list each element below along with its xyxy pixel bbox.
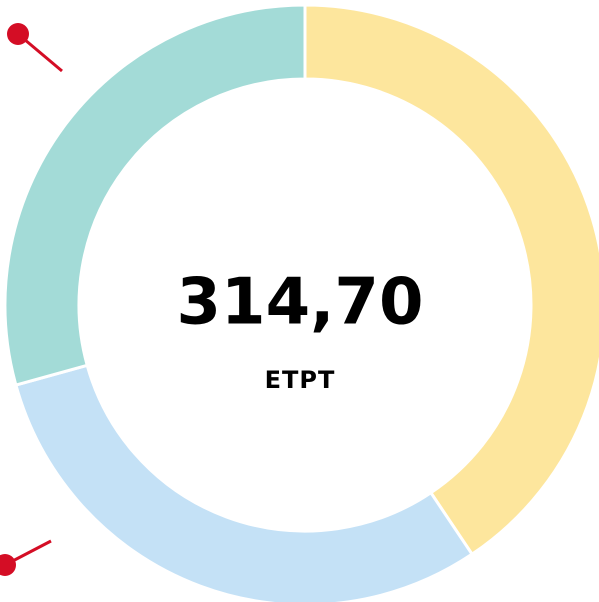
pin bbox=[7, 23, 63, 73]
pin bbox=[0, 539, 52, 576]
center-label: ETPT bbox=[265, 366, 336, 394]
slices bbox=[3, 3, 599, 602]
slice bbox=[3, 3, 307, 387]
slice bbox=[303, 3, 599, 557]
slice bbox=[14, 363, 475, 602]
pin-head bbox=[7, 23, 29, 45]
pin-head bbox=[0, 554, 16, 576]
center-value: 314,70 bbox=[177, 266, 424, 340]
